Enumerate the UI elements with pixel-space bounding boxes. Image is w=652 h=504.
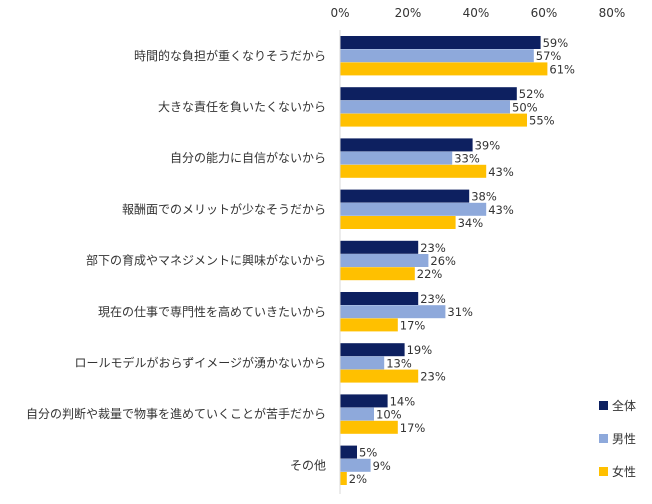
x-tick-label: 60% [531, 6, 558, 20]
value-label: 22% [417, 267, 443, 281]
bar-overall [340, 445, 357, 459]
value-label: 13% [386, 356, 412, 370]
category-label: 部下の育成やマネジメントに興味がないから [86, 253, 326, 268]
bar-male [340, 100, 510, 114]
value-label: 33% [454, 152, 480, 166]
bar-male [340, 254, 429, 267]
legend-swatch [599, 401, 608, 410]
bar-female [340, 164, 487, 178]
value-label: 43% [488, 203, 514, 217]
category-label: その他 [290, 458, 326, 472]
legend-swatch [599, 434, 608, 443]
value-label: 14% [390, 394, 416, 408]
x-tick-label: 80% [599, 6, 626, 20]
bar-male [340, 49, 534, 63]
bar-male [340, 458, 371, 472]
legend-label: 全体 [612, 398, 636, 413]
category-label: 時間的な負担が重くなりそうだから [134, 48, 326, 63]
value-label: 39% [475, 138, 501, 152]
category-label: 現在の仕事で専門性を高めていきたいから [98, 304, 326, 319]
category-label: 自分の能力に自信がないから [170, 150, 326, 165]
value-label: 5% [359, 446, 377, 460]
bar-female [340, 318, 398, 332]
bar-male [340, 305, 446, 319]
value-label: 57% [536, 49, 562, 63]
bar-overall [340, 36, 541, 49]
value-label: 31% [447, 305, 473, 319]
bar-female [340, 472, 347, 485]
category-label: 大きな責任を負いたくないから [158, 100, 326, 114]
bar-female [340, 62, 548, 76]
x-tick-label: 20% [395, 6, 422, 20]
legend-label: 女性 [612, 464, 636, 479]
value-label: 52% [519, 87, 545, 101]
value-labels: 59%57%61%52%50%55%39%33%43%38%43%34%23%2… [349, 36, 575, 486]
bar-female [340, 420, 398, 434]
value-label: 26% [430, 254, 456, 268]
value-label: 55% [529, 114, 555, 128]
bar-overall [340, 292, 419, 305]
bar-overall [340, 394, 388, 408]
bar-female [340, 267, 415, 281]
category-labels: 時間的な負担が重くなりそうだから大きな責任を負いたくないから自分の能力に自信がな… [26, 48, 326, 473]
value-label: 23% [420, 241, 446, 255]
value-label: 17% [400, 318, 426, 332]
category-label: 自分の判断や裁量で物事を進めていくことが苦手だから [26, 406, 326, 421]
bar-female [340, 113, 527, 127]
category-label: 報酬面でのメリットが少なそうだから [122, 201, 326, 216]
legend-label: 男性 [612, 432, 636, 446]
value-label: 61% [549, 62, 575, 76]
bar-overall [340, 189, 470, 203]
bar-male [340, 356, 385, 370]
x-tick-label: 40% [463, 6, 490, 20]
value-label: 43% [488, 165, 514, 179]
value-label: 17% [400, 421, 426, 435]
value-label: 34% [458, 216, 484, 230]
value-label: 19% [407, 343, 433, 357]
bar-overall [340, 138, 473, 152]
value-label: 10% [376, 408, 402, 422]
bars [340, 36, 548, 485]
value-label: 2% [349, 472, 367, 486]
bar-overall [340, 343, 405, 357]
legend-swatch [599, 467, 608, 476]
value-label: 9% [373, 459, 391, 473]
x-tick-label: 0% [330, 6, 349, 20]
bar-female [340, 216, 456, 229]
bar-female [340, 369, 419, 383]
value-label: 23% [420, 292, 446, 306]
bar-male [340, 151, 453, 165]
bar-overall [340, 87, 517, 101]
value-label: 23% [420, 370, 446, 384]
category-label: ロールモデルがおらずイメージが湧かないから [74, 355, 326, 370]
value-label: 59% [543, 36, 569, 50]
bar-male [340, 407, 374, 421]
value-label: 38% [471, 190, 497, 204]
bar-overall [340, 240, 419, 254]
value-label: 50% [512, 100, 538, 114]
bar-male [340, 202, 487, 216]
x-axis-ticks: 0% 20% 40% 60% 80% [330, 6, 625, 20]
